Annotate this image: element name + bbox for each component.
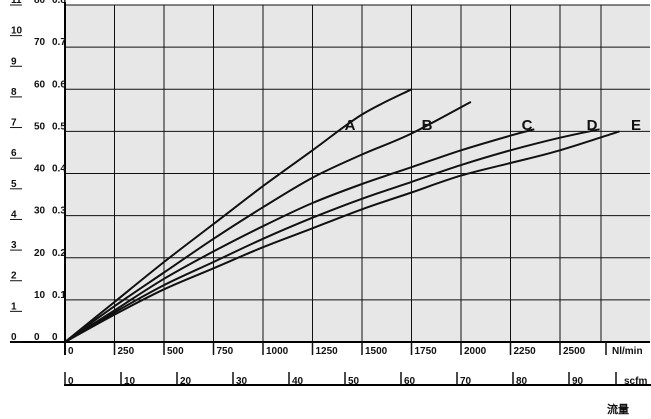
x2-axis-unit: scfm — [624, 376, 647, 387]
curve-label-C: C — [522, 117, 533, 134]
x2-tick-label: 80 — [516, 376, 528, 387]
x2-tick-label: 70 — [460, 376, 472, 387]
x-tick-label: 1000 — [266, 346, 289, 357]
y-tick-label-bar: 10 — [11, 26, 23, 37]
y-tick-label-bar: 2 — [11, 271, 17, 282]
curves — [64, 88, 620, 343]
y-tick-label-mpa: 0.1 — [52, 290, 66, 301]
curve-label-A: A — [345, 117, 356, 134]
y-tick-label-mpa: 0.3 — [52, 206, 66, 217]
y-tick-label-psi: 70 — [34, 37, 46, 48]
x-tick-label: 1750 — [415, 346, 438, 357]
x2-tick-label: 90 — [572, 376, 584, 387]
x-tick-label: 2000 — [464, 346, 487, 357]
curve-B — [64, 101, 472, 343]
y-tick-label-mpa: 0.6 — [52, 79, 66, 90]
y-tick-label-psi: 0 — [34, 332, 40, 343]
x2-tick-label: 0 — [68, 376, 74, 387]
y-tick-label-psi: 50 — [34, 121, 46, 132]
y-tick-label-psi: 30 — [34, 206, 46, 217]
y-tick-label-bar: 6 — [11, 148, 17, 159]
curve-label-B: B — [422, 117, 433, 134]
y-tick-label-bar: 1 — [11, 301, 17, 312]
y-tick-label-psi: 60 — [34, 79, 46, 90]
y-tick-label-psi: 10 — [34, 290, 46, 301]
y-tick-label-bar: 0 — [11, 332, 17, 343]
y-tick-label-psi: 40 — [34, 164, 46, 175]
x2-axis-tick-labels: 0 10 20 30 40 50 60 70 80 90 scfm — [64, 372, 647, 387]
y-tick-label-bar: 4 — [11, 209, 17, 220]
x2-tick-label: 30 — [236, 376, 248, 387]
curve-labels: A B C D E — [345, 117, 641, 134]
y-tick-label-mpa: 0.5 — [52, 121, 66, 132]
x-tick-label: 1500 — [365, 346, 388, 357]
x2-tick-label: 50 — [348, 376, 360, 387]
axes — [10, 2, 651, 386]
y-tick-label-bar: 3 — [11, 240, 17, 251]
x-axis-tick-labels: 0 250 500 750 1000 1250 1500 1750 2000 2250 2500 Nl… — [64, 342, 643, 357]
x2-tick-label: 20 — [180, 376, 192, 387]
y-tick-label-bar: 9 — [11, 56, 17, 67]
y-tick-label-bar: 5 — [11, 179, 17, 190]
y-tick-label-mpa: 0.7 — [52, 37, 66, 48]
x-tick-label: 2250 — [514, 346, 537, 357]
y-axis-tick-labels: 0 1 2 3 4 5 6 7 8 9 10 11 0 10 20 30 40 50 60 70 80 0 0.1 0.2 0.… — [10, 0, 66, 343]
y-tick-label-psi: 80 — [34, 0, 46, 6]
y-tick-label-mpa: 0.4 — [52, 164, 66, 175]
x-tick-label: 500 — [167, 346, 184, 357]
curve-D — [64, 128, 600, 343]
curve-label-E: E — [631, 117, 641, 134]
y-tick-label-bar: 7 — [11, 118, 17, 129]
x-tick-label: 750 — [217, 346, 234, 357]
x-tick-label: 1250 — [316, 346, 339, 357]
y-tick-label-mpa: 0.8 — [52, 0, 66, 6]
x-axis-unit: Nl/min — [612, 346, 643, 357]
x-tick-label: 2500 — [563, 346, 586, 357]
x2-tick-label: 40 — [292, 376, 304, 387]
y-tick-label-mpa: 0 — [52, 332, 58, 343]
y-tick-label-psi: 20 — [34, 248, 46, 259]
x-tick-label: 0 — [68, 346, 74, 357]
x2-tick-label: 10 — [124, 376, 136, 387]
x-tick-label: 250 — [118, 346, 135, 357]
curve-A — [64, 88, 412, 343]
grid-lines — [65, 4, 650, 342]
y-tick-label-mpa: 0.2 — [52, 248, 66, 259]
curve-label-D: D — [587, 117, 598, 134]
curve-C — [64, 128, 535, 343]
y-tick-label-bar: 11 — [11, 0, 22, 6]
y-tick-label-bar: 8 — [11, 87, 17, 98]
curve-E — [64, 130, 620, 343]
x-axis-title: 流量 — [607, 402, 629, 416]
x2-tick-label: 60 — [404, 376, 416, 387]
